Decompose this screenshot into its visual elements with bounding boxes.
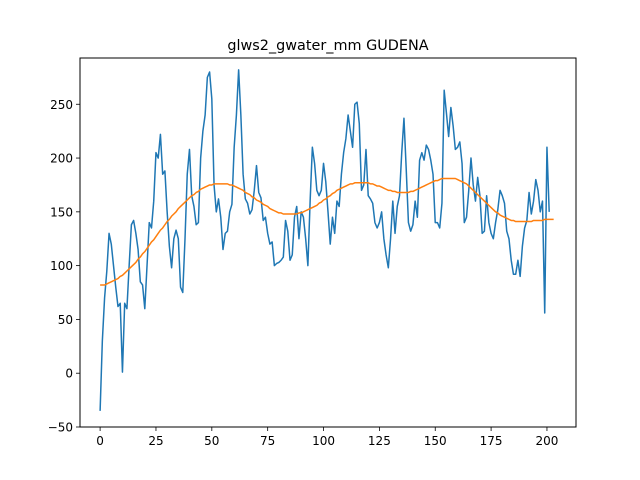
y-tick-label: 100 [50,259,73,273]
chart-title: glws2_gwater_mm GUDENA [227,38,428,54]
x-tick-label: 150 [424,434,447,448]
y-tick-label: 250 [50,98,73,112]
plot-frame [79,57,577,428]
series-line-smoothed [100,177,554,286]
y-tick-label: 50 [58,313,73,327]
y-tick-label: 0 [65,367,73,381]
x-tick-label: 25 [148,434,163,448]
y-tick-label: 200 [50,152,73,166]
x-tick-label: 75 [260,434,275,448]
y-tick-label: 150 [50,205,73,219]
x-tick-label: 0 [96,434,104,448]
x-axis: 0 25 50 75 100 125 150 175 200 [96,427,558,448]
x-tick-label: 125 [368,434,391,448]
x-tick-label: 200 [536,434,559,448]
y-axis: −50 0 50 100 150 200 250 [48,98,80,435]
y-tick-label: −50 [48,421,73,435]
series-layer [99,69,554,411]
series-line-raw [99,69,550,411]
x-tick-label: 100 [312,434,335,448]
x-tick-label: 50 [204,434,219,448]
x-tick-label: 175 [480,434,503,448]
